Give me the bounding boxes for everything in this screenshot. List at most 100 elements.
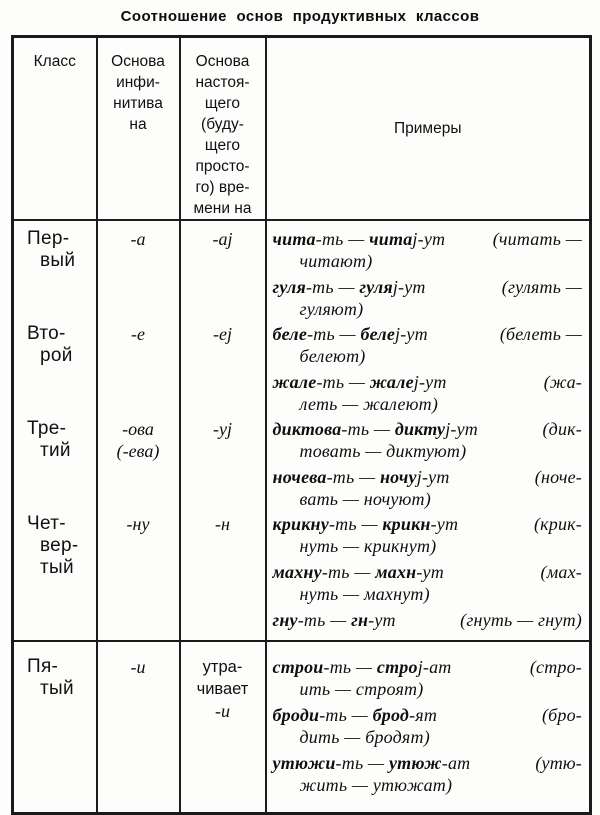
- grammar-text: нуть — крикнут): [299, 536, 437, 556]
- grammar-text: -ть —: [307, 324, 361, 344]
- example-item: ночева-ть — ночуj-ут (ноче-вать — ночуют): [273, 466, 583, 510]
- example-line: вать — ночуют): [273, 488, 583, 510]
- class-name-cell: Тре-тий: [13, 415, 97, 510]
- class-name-cell: Пя-тый: [12, 640, 97, 814]
- example-line-right: (бро-: [542, 704, 582, 726]
- examples-cell: крикну-ть — крикн-ут (крик-нуть — крикнут…: [264, 510, 591, 641]
- present-stem-value: -н: [215, 514, 230, 534]
- example-line: дить — бродят): [273, 726, 583, 748]
- infinitive-stem-cell: -и: [95, 640, 180, 814]
- class-row: Пер-вый -а -аj чита-ть — читаj-ут (читать — ч…: [13, 220, 591, 320]
- grammar-text: леть — жалеют): [299, 394, 439, 414]
- example-line: броди-ть — брод-ят (бро-: [273, 704, 583, 726]
- example-line: белеют): [273, 345, 583, 367]
- grammar-text: -ть —: [341, 419, 395, 439]
- header-line: (буду-: [201, 116, 244, 133]
- grammar-text: -ть —: [305, 277, 360, 297]
- example-line-left: ночева-ть — ночуj-ут: [273, 466, 450, 488]
- verb-stem-bold: строи: [272, 657, 324, 677]
- example-line: товать — диктуют): [273, 440, 583, 462]
- example-line: ночева-ть — ночуj-ут (ноче-: [273, 466, 583, 488]
- grammar-text: -ят: [409, 705, 438, 725]
- header-line: просто-: [195, 158, 250, 175]
- infinitive-stem-value: -и: [130, 657, 146, 677]
- example-line-left: броди-ть — брод-ят: [273, 704, 438, 726]
- grammar-text: -ут: [368, 610, 396, 630]
- verb-stem-bold: гну: [272, 610, 298, 630]
- grammar-text: (крик-: [533, 514, 582, 534]
- example-line-left: леть — жалеют): [300, 394, 439, 414]
- grammar-text: жить — утюжат): [299, 775, 453, 795]
- class-name-line: Тре-: [27, 418, 67, 439]
- grammar-text: -ть —: [335, 753, 389, 773]
- grammar-text: -ут: [416, 562, 444, 582]
- example-line: гуля-ть — гуляj-ут (гулять —: [273, 276, 583, 298]
- grammar-text: -ть —: [328, 514, 383, 534]
- example-line-left: диктова-ть — диктуj-ут: [273, 418, 478, 440]
- example-line-left: строи-ть — строj-ат: [273, 656, 452, 678]
- grammar-text: (утю-: [535, 753, 582, 773]
- example-line: жить — утюжат): [273, 774, 583, 796]
- header-line: Основа: [195, 53, 250, 70]
- example-item: жале-ть — жалеj-ут (жа-леть — жалеют): [273, 371, 583, 415]
- example-item: диктова-ть — диктуj-ут (дик-товать — дикт…: [273, 418, 583, 462]
- class-row: Пя-тый -и утра-чивает -и строи-ть — строj-ат…: [12, 640, 591, 814]
- grammar-text: -ть —: [297, 610, 352, 630]
- example-item: махну-ть — махн-ут (мах-нуть — махнут): [273, 561, 583, 605]
- infinitive-stem-cell: -е: [95, 320, 180, 415]
- example-line: гну-ть — гн-ут (гнуть — гнут): [273, 609, 583, 631]
- grammar-text: (дик-: [542, 419, 582, 439]
- header-line: Основа: [111, 53, 165, 70]
- verb-stem-bold: стро: [376, 657, 418, 677]
- grammar-text: (белеть —: [499, 324, 582, 344]
- class-name-line: рой: [40, 345, 73, 366]
- grammar-text: (бро-: [541, 705, 582, 725]
- present-stem-cell: -уj: [178, 415, 266, 510]
- class-name-line: Чет-: [27, 513, 66, 534]
- grammar-text: j-ут: [392, 277, 426, 297]
- grammar-text: (стро-: [529, 657, 582, 677]
- class-name-line: Пер-: [27, 228, 70, 249]
- page-title: Соотношение основ продуктивных классов: [120, 8, 480, 25]
- grammar-text: (гулять —: [501, 277, 582, 297]
- example-item: крикну-ть — крикн-ут (крик-нуть — крикнут…: [273, 513, 583, 557]
- infinitive-stem-value: -ну: [126, 514, 150, 534]
- verb-stem-bold: жале: [369, 372, 414, 392]
- example-line: читают): [273, 250, 583, 272]
- example-line-left: махну-ть — махн-ут: [273, 561, 444, 583]
- example-line-right: (дик-: [542, 418, 582, 440]
- example-item: беле-ть — белеj-ут (белеть — белеют): [273, 323, 583, 367]
- grammar-text: -ат: [441, 753, 471, 773]
- verb-stem-bold: гуля: [272, 277, 306, 297]
- grammar-text: (ноче-: [534, 467, 582, 487]
- table-header: Класс Основа инфи-нитива на Основа настоя-щег…: [12, 36, 591, 221]
- example-line-left: гуляют): [300, 299, 364, 319]
- grammar-text: j-ут: [395, 324, 428, 344]
- grammar-text: гуляют): [299, 299, 364, 319]
- grammar-text: белеют): [299, 346, 366, 366]
- example-line-right: (ноче-: [535, 466, 582, 488]
- present-stem-cell: -н: [178, 510, 266, 641]
- example-line: нуть — махнут): [273, 583, 583, 605]
- example-line-left: вать — ночуют): [300, 489, 431, 509]
- verb-stem-bold: беле: [360, 324, 396, 344]
- example-line: гуляют): [273, 298, 583, 320]
- verb-stem-bold: беле: [272, 324, 308, 344]
- grammar-text: j-ат: [417, 657, 452, 677]
- present-stem-cell: -аj: [178, 220, 266, 320]
- grammar-text: -ть —: [316, 372, 370, 392]
- verb-stem-bold: диктова: [272, 419, 342, 439]
- present-stem-value: -аj: [212, 229, 233, 249]
- verb-stem-bold: утюж: [388, 753, 442, 773]
- grammar-text: -ть —: [321, 562, 376, 582]
- examples-cell: строи-ть — строj-ат (стро-ить — строят) бр…: [264, 640, 591, 814]
- column-header-infinitive-stem: Основа инфи-нитива на: [95, 36, 180, 221]
- infinitive-stem-value: -е: [131, 324, 145, 344]
- grammar-text: -ть —: [315, 229, 370, 249]
- examples-cell: диктова-ть — диктуj-ут (дик-товать — дикт…: [264, 415, 591, 510]
- class-name-line: тый: [40, 678, 74, 699]
- header-line: настоя-: [195, 74, 250, 91]
- verb-stem-bold: крикн: [382, 514, 431, 534]
- header-line: щего: [204, 95, 241, 112]
- example-line-left: ить — строят): [300, 679, 424, 699]
